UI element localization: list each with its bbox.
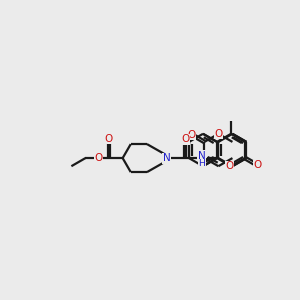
Text: O: O: [254, 160, 262, 170]
Text: O: O: [94, 153, 103, 163]
Text: O: O: [214, 129, 223, 139]
Text: O: O: [226, 161, 234, 171]
Text: O: O: [181, 134, 189, 144]
Text: N: N: [163, 153, 171, 163]
Text: H: H: [198, 160, 205, 169]
Text: O: O: [188, 130, 196, 140]
Text: N: N: [198, 151, 206, 161]
Text: O: O: [105, 134, 113, 144]
